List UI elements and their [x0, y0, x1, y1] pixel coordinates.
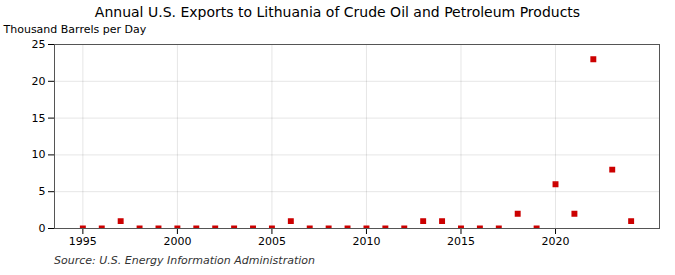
- svg-text:20: 20: [32, 75, 46, 88]
- html-text:Annual U.S. Exports to Lithuan: Annual U.S. Exports to Lithuania of Crud…: [94, 4, 581, 20]
- svg-text:5: 5: [39, 185, 46, 198]
- svg-text:15: 15: [32, 112, 46, 125]
- svg-text:Thousand Barrels per Day: Thousand Barrels per Day: [3, 23, 147, 36]
- svg-text:2015: 2015: [447, 235, 475, 248]
- svg-text:2005: 2005: [258, 235, 286, 248]
- svg-text:2020: 2020: [542, 235, 570, 248]
- svg-text:10: 10: [32, 148, 46, 161]
- svg-text:1995: 1995: [69, 235, 97, 248]
- svg-text:2010: 2010: [352, 235, 380, 248]
- svg-text:0: 0: [39, 222, 46, 235]
- html-text:Source: U.S. Energy Informatio: Source: U.S. Energy Information Administ…: [54, 254, 315, 267]
- svg-text:25: 25: [32, 38, 46, 51]
- svg-text:2000: 2000: [163, 235, 191, 248]
